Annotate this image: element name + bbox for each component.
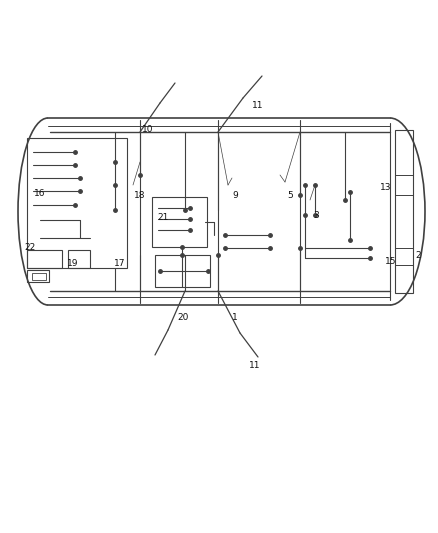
Text: 15: 15 xyxy=(385,257,397,266)
Text: 5: 5 xyxy=(287,190,293,199)
Text: 11: 11 xyxy=(249,360,261,369)
Text: 21: 21 xyxy=(157,214,169,222)
Bar xyxy=(27,250,62,268)
Bar xyxy=(32,273,46,280)
Text: 13: 13 xyxy=(380,183,392,192)
Text: 10: 10 xyxy=(142,125,154,134)
Text: 2: 2 xyxy=(415,251,421,260)
Text: 19: 19 xyxy=(67,259,79,268)
Text: 20: 20 xyxy=(177,313,189,322)
Text: 16: 16 xyxy=(34,189,46,198)
Bar xyxy=(27,270,49,282)
Text: 22: 22 xyxy=(25,244,35,253)
Text: 9: 9 xyxy=(232,190,238,199)
Bar xyxy=(68,250,90,268)
Text: 17: 17 xyxy=(114,259,126,268)
Bar xyxy=(155,255,210,287)
Bar xyxy=(152,197,207,247)
Text: 1: 1 xyxy=(232,313,238,322)
Bar xyxy=(27,138,127,268)
Bar xyxy=(395,130,413,293)
Text: 3: 3 xyxy=(313,211,319,220)
Text: 18: 18 xyxy=(134,190,146,199)
Text: 11: 11 xyxy=(252,101,264,109)
